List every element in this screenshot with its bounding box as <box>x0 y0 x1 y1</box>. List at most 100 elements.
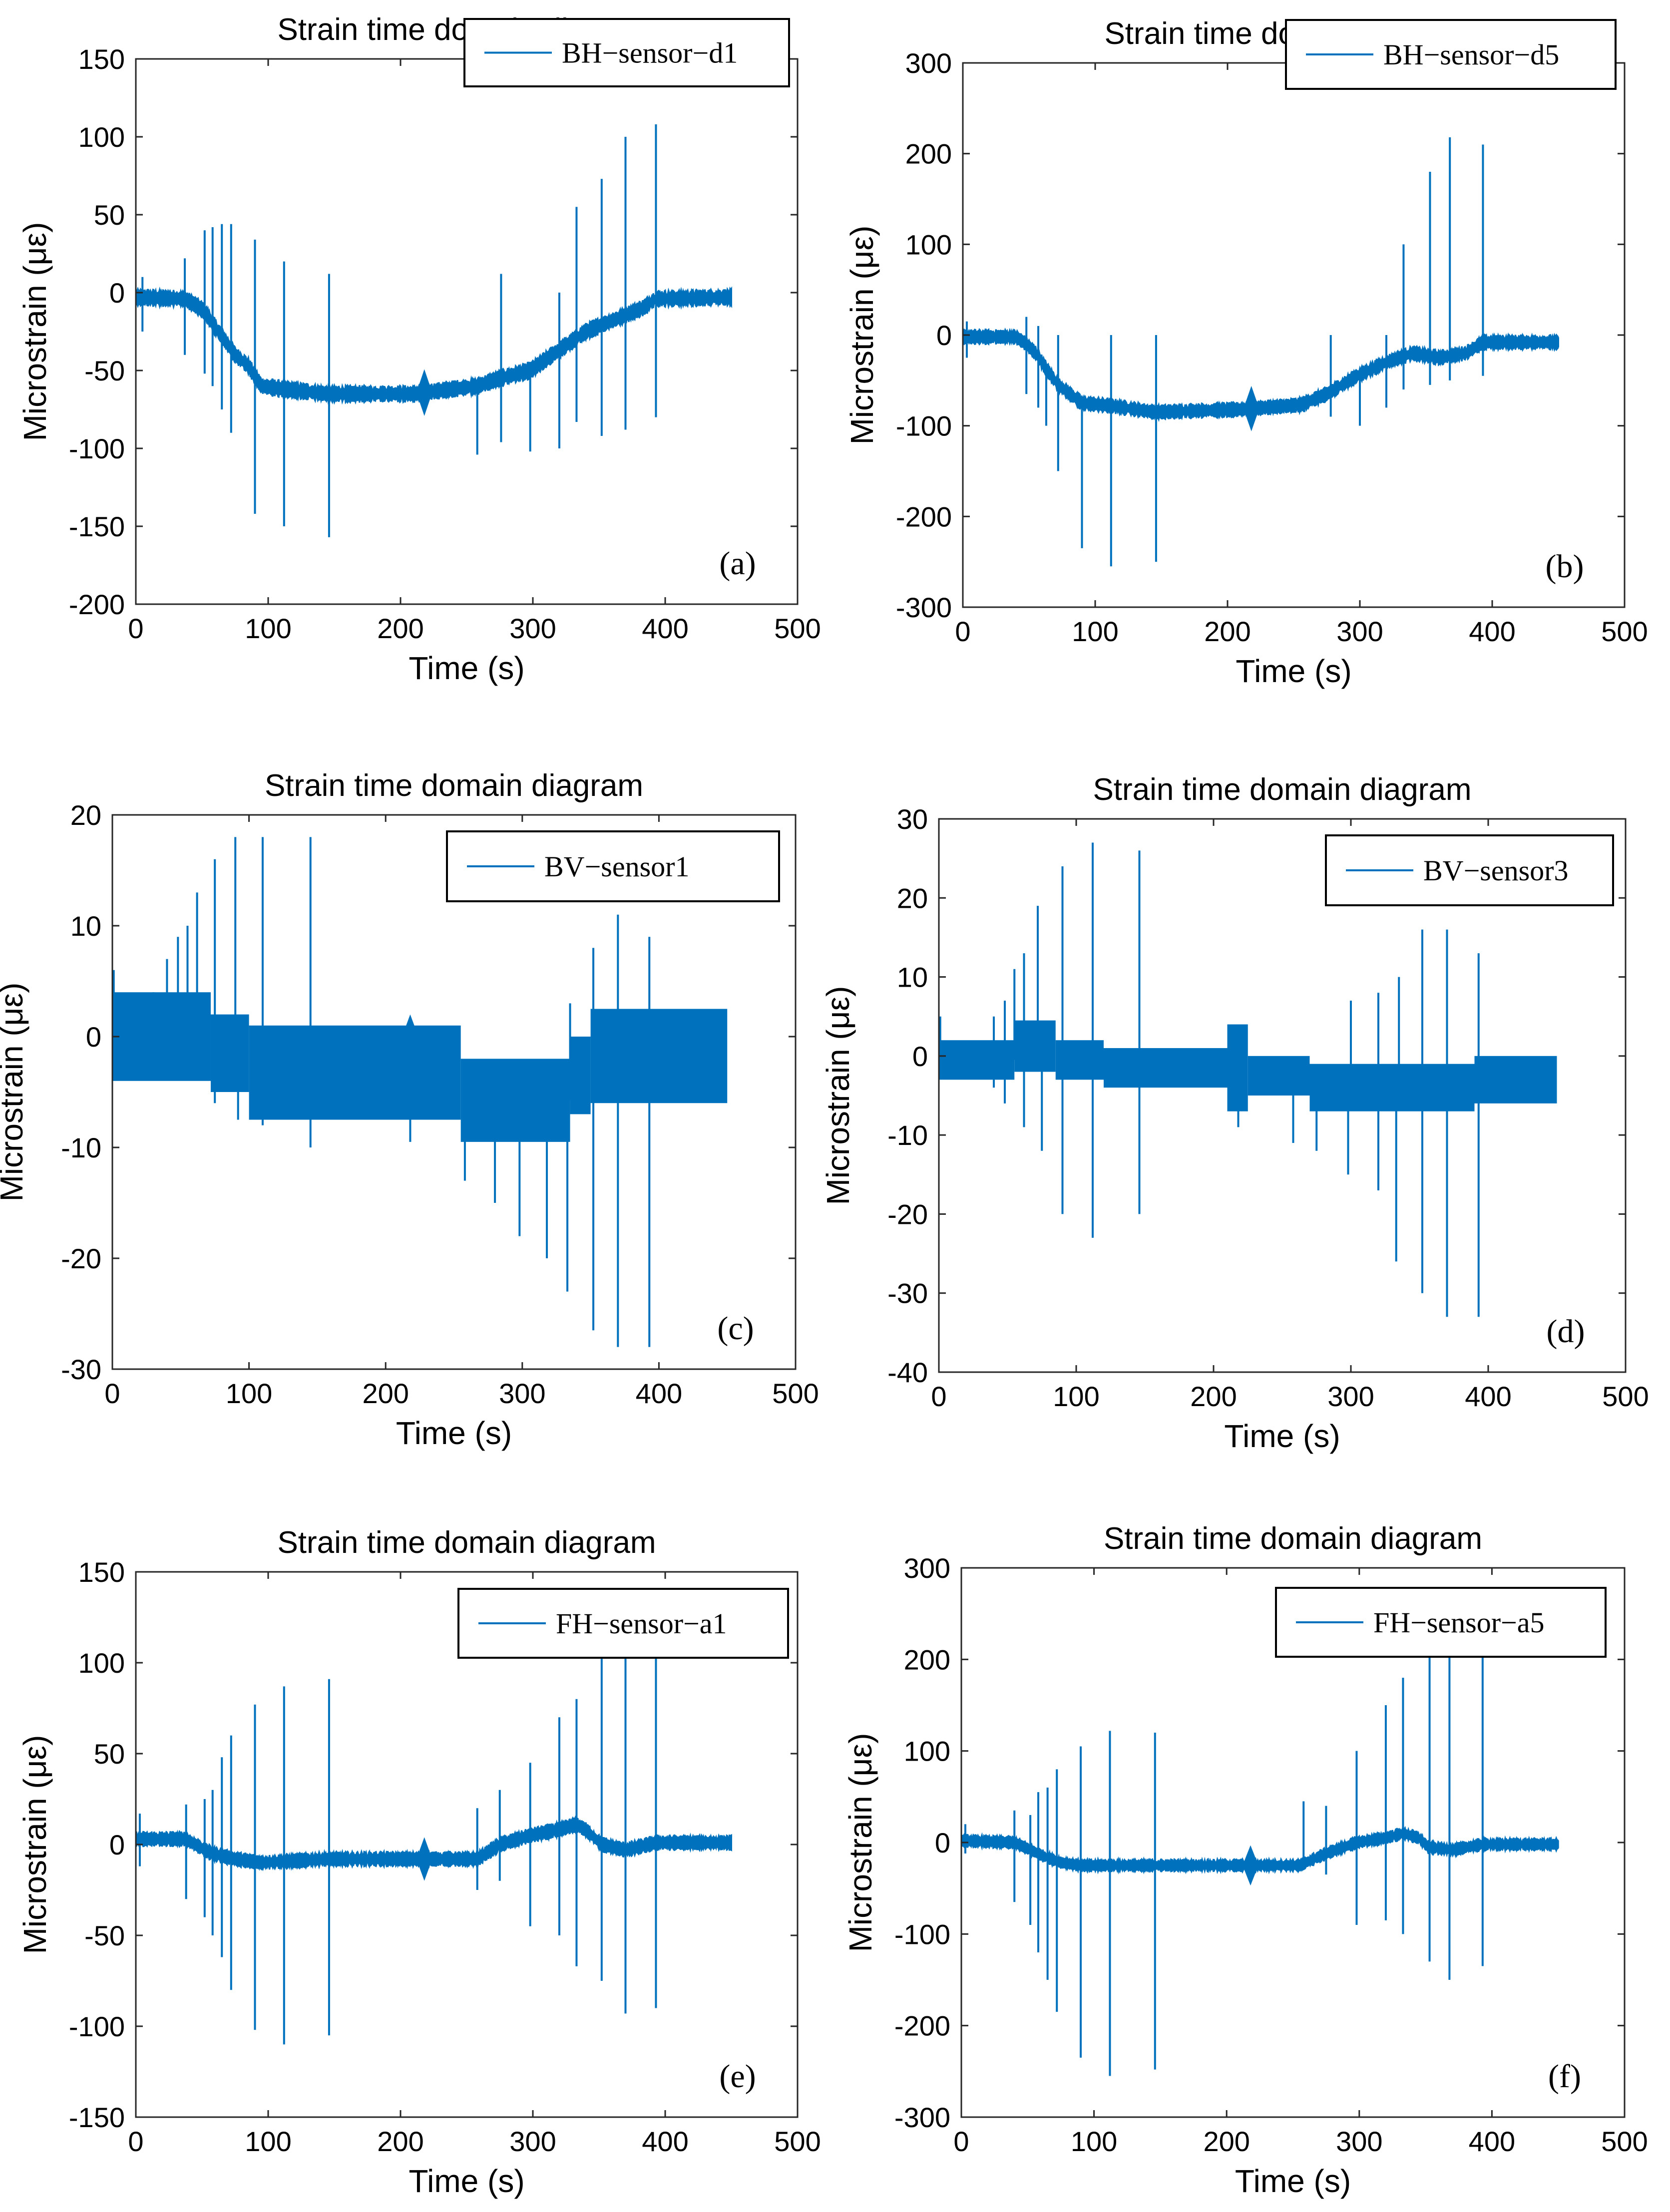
signal-band <box>1474 1056 1557 1104</box>
y-tick-label: 0 <box>86 1021 101 1053</box>
x-tick-label: 200 <box>362 1378 409 1409</box>
x-tick-label: 0 <box>104 1378 120 1409</box>
x-tick-label: 500 <box>774 2126 821 2157</box>
signal-band <box>1055 1040 1104 1080</box>
legend-label: FH−sensor−a5 <box>1373 1606 1545 1639</box>
panel-label: (c) <box>717 1310 754 1347</box>
y-tick-label: -100 <box>69 433 125 464</box>
y-tick-label: -30 <box>61 1354 101 1385</box>
x-tick-label: 400 <box>636 1378 682 1409</box>
x-axis-label: Time (s) <box>409 650 524 686</box>
chart-title: Strain time domain diagram <box>1104 1521 1482 1556</box>
y-tick-label: -30 <box>887 1278 928 1309</box>
axes-box <box>111 814 797 1370</box>
data-series <box>135 124 732 537</box>
y-axis-label: Microstrain (με) <box>844 226 880 445</box>
y-tick-label: 0 <box>935 1827 950 1858</box>
x-tick-label: 300 <box>509 613 556 644</box>
y-tick-label: 100 <box>78 121 125 153</box>
legend-label: BV−sensor3 <box>1423 854 1568 887</box>
signal-band <box>1248 1056 1310 1096</box>
x-axis-label: Time (s) <box>1224 1418 1340 1454</box>
y-axis-label: Microstrain (με) <box>17 222 53 441</box>
y-axis-label: Microstrain (με) <box>17 1735 53 1954</box>
y-axis-label: Microstrain (με) <box>842 1733 878 1952</box>
y-tick-label: -300 <box>896 592 952 623</box>
panel-label: (f) <box>1548 2058 1581 2095</box>
legend: FH−sensor−a5 <box>1275 1587 1607 1658</box>
x-tick-label: 300 <box>509 2126 556 2157</box>
data-series <box>112 837 728 1347</box>
y-tick-label: 50 <box>94 1738 125 1770</box>
y-tick-label: 200 <box>904 1644 950 1675</box>
x-tick-label: 100 <box>1053 1381 1099 1412</box>
data-series <box>135 1644 732 2045</box>
axes-box <box>938 818 1627 1373</box>
y-tick-label: -10 <box>61 1132 101 1163</box>
signal-band <box>460 1059 570 1142</box>
y-tick-label: -100 <box>894 1918 950 1950</box>
x-tick-label: 500 <box>772 1378 819 1409</box>
y-axis-label: Microstrain (με) <box>820 986 856 1205</box>
y-tick-label: -40 <box>887 1357 928 1388</box>
x-tick-label: 500 <box>1601 616 1648 647</box>
y-tick-label: 30 <box>897 803 928 835</box>
y-axis-label: Microstrain (με) <box>0 983 29 1202</box>
y-tick-label: 10 <box>897 962 928 993</box>
y-tick-label: 150 <box>78 1556 125 1588</box>
y-tick-label: -50 <box>84 1920 125 1951</box>
y-tick-label: 0 <box>936 320 952 351</box>
y-tick-label: -20 <box>61 1243 101 1274</box>
data-series <box>960 1643 1559 2076</box>
signal-band <box>1392 1064 1475 1111</box>
legend: BH−sensor−d5 <box>1285 19 1617 90</box>
signal-band <box>210 1014 249 1092</box>
x-tick-label: 100 <box>1072 616 1118 647</box>
x-tick-label: 200 <box>377 613 423 644</box>
y-tick-label: 100 <box>904 1736 950 1767</box>
signal-band <box>112 992 211 1081</box>
data-series <box>962 137 1559 567</box>
x-tick-label: 500 <box>1602 1381 1649 1412</box>
y-tick-label: -150 <box>69 511 125 542</box>
chart-title: Strain time domain diagram <box>1093 772 1471 807</box>
signal-band <box>1104 1048 1228 1088</box>
legend-label: BH−sensor−d5 <box>1383 38 1559 71</box>
signal-envelope <box>960 1825 1559 1875</box>
x-tick-label: 100 <box>226 1378 272 1409</box>
x-tick-label: 500 <box>774 613 821 644</box>
data-series <box>939 842 1557 1317</box>
y-tick-label: -300 <box>894 2102 950 2133</box>
x-axis-label: Time (s) <box>1235 2163 1351 2199</box>
y-tick-label: 50 <box>94 199 125 231</box>
x-tick-label: 400 <box>1469 616 1515 647</box>
panel-label: (e) <box>719 2058 756 2095</box>
y-tick-label: -10 <box>887 1119 928 1151</box>
y-tick-label: -20 <box>887 1198 928 1230</box>
x-tick-label: 100 <box>245 2126 291 2157</box>
legend: BV−sensor3 <box>1325 834 1614 906</box>
chart-title: Strain time domain diagram <box>277 1525 656 1560</box>
x-tick-label: 400 <box>1469 2126 1515 2157</box>
legend: BV−sensor1 <box>446 830 780 902</box>
x-axis-label: Time (s) <box>396 1415 512 1451</box>
vibration-burst <box>1230 1032 1247 1080</box>
signal-band <box>1014 1020 1056 1072</box>
x-axis-label: Time (s) <box>1236 653 1351 689</box>
y-tick-label: 150 <box>78 43 125 75</box>
x-tick-label: 500 <box>1601 2126 1648 2157</box>
x-tick-label: 0 <box>955 616 970 647</box>
x-tick-label: 0 <box>953 2126 969 2157</box>
legend-label: BH−sensor−d1 <box>562 37 738 69</box>
x-tick-label: 200 <box>1204 616 1251 647</box>
y-tick-label: 10 <box>70 910 101 942</box>
y-tick-label: -100 <box>896 410 952 442</box>
vibration-burst <box>402 1014 418 1059</box>
legend-label: BV−sensor1 <box>544 850 689 883</box>
y-tick-label: 100 <box>78 1647 125 1679</box>
